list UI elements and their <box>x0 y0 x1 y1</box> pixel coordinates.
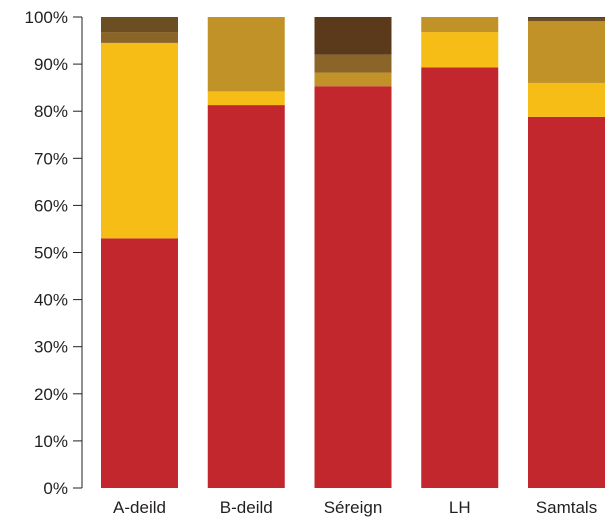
bars-group <box>101 17 605 489</box>
y-tick-label: 10% <box>34 432 68 451</box>
bar-segment <box>101 238 178 488</box>
x-category-label: B-deild <box>220 498 273 517</box>
y-tick-label: 70% <box>34 149 68 168</box>
bar-segment <box>314 86 392 488</box>
bar-segment <box>528 82 605 117</box>
bar-segment <box>528 21 605 83</box>
bar-segment <box>421 67 499 488</box>
bar-segment <box>101 42 178 239</box>
bar-segment <box>528 116 605 489</box>
bar-segment <box>314 54 392 73</box>
bar-segment <box>528 18 605 22</box>
y-tick-label: 60% <box>34 196 68 215</box>
y-tick-label: 100% <box>25 8 68 27</box>
y-tick-label: 30% <box>34 338 68 357</box>
x-category-label: A-deild <box>113 498 166 517</box>
y-tick-label: 90% <box>34 55 68 74</box>
y-axis: 0% 10% 20% 30% 40% 50% 60% 70% 80% 90% 100% <box>25 8 83 498</box>
x-category-label: LH <box>449 498 471 517</box>
bar-segment <box>314 72 392 87</box>
bar-segment <box>207 105 285 489</box>
y-tick-label: 80% <box>34 102 68 121</box>
bar-segment <box>101 32 178 43</box>
bar-segment <box>101 17 178 33</box>
bar-segment <box>421 32 499 68</box>
x-category-label: Samtals <box>536 498 597 517</box>
y-tick-label: 40% <box>34 291 68 310</box>
bar-segment <box>207 17 285 92</box>
y-tick-label: 20% <box>34 385 68 404</box>
x-category-label: Séreign <box>324 498 383 517</box>
bar-segment <box>314 17 392 55</box>
x-axis: A-deild B-deild Séreign LH Samtals <box>113 498 597 517</box>
bar-segment <box>421 17 499 33</box>
bar-segment <box>528 17 605 19</box>
y-tick-label: 50% <box>34 244 68 263</box>
y-tick-label: 0% <box>43 479 68 498</box>
bar-segment <box>207 91 285 106</box>
